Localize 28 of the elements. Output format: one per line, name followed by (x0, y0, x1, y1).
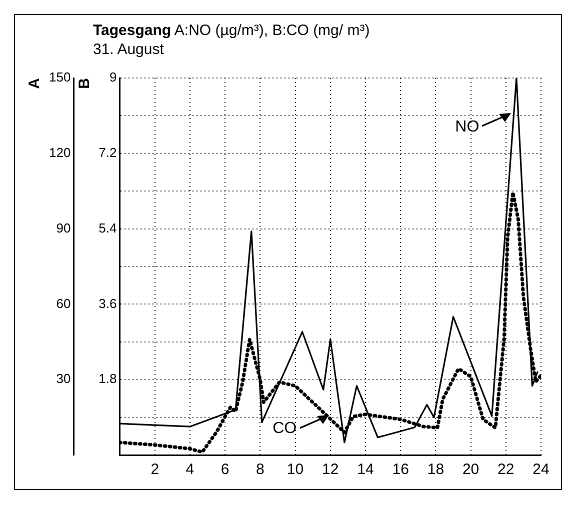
y2-tick-label: 9 (110, 70, 117, 85)
x-tick-label: 6 (220, 461, 230, 478)
x-tick-label: 4 (186, 461, 194, 478)
annotation: CO (272, 420, 297, 438)
x-tick-label: 2 (150, 461, 160, 478)
y-tick-label: 90 (56, 220, 71, 236)
annotation: NO (455, 118, 480, 136)
y2-axis-title: B (76, 78, 93, 89)
chart-subtitle: 31. August (93, 41, 164, 58)
y2-tick-label: 5.4 (98, 220, 117, 236)
x-tick-label: 18 (427, 461, 444, 478)
y-tick-label: 30 (56, 371, 71, 386)
x-tick-label: 22 (498, 461, 514, 478)
chart-title: Tagesgang A:NO (µg/m³), B:CO (mg/ m³) (93, 22, 370, 39)
x-tick-label: 14 (357, 461, 374, 478)
x-tick-label: 16 (392, 461, 409, 478)
y-tick-label: 150 (48, 70, 71, 85)
y2-tick-label: 3.6 (98, 296, 117, 311)
x-tick-label: 24 (532, 461, 550, 478)
y2-tick-label: 7.2 (98, 144, 117, 160)
y-tick-label: 120 (48, 144, 71, 160)
y-tick-label: 60 (56, 296, 71, 311)
y-axis-title: A (26, 78, 44, 89)
y2-tick-label: 1.8 (98, 371, 117, 386)
x-tick-label: 8 (256, 461, 264, 478)
x-tick-label: 12 (322, 461, 339, 478)
x-tick-label: 10 (286, 461, 304, 478)
x-tick-label: 20 (462, 461, 480, 478)
